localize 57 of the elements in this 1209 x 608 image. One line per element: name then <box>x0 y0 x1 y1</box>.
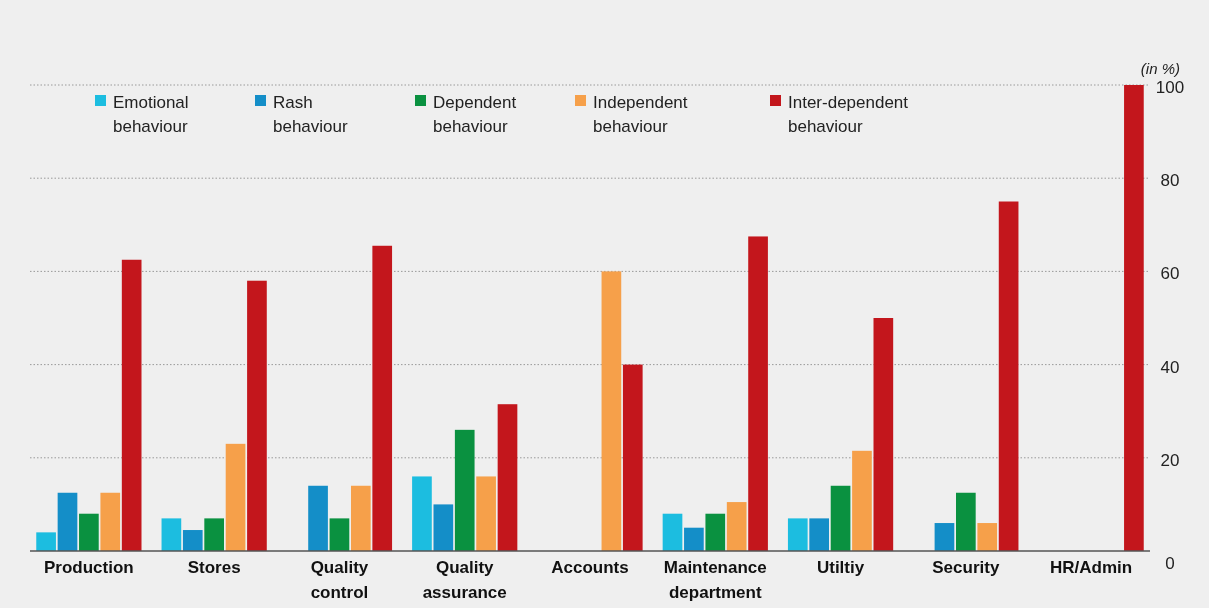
y-tick-label: 40 <box>1160 357 1180 377</box>
bar <box>204 518 224 551</box>
x-tick-label: Maintenance department <box>663 558 767 602</box>
x-tick-label: Quality control <box>310 558 369 602</box>
bar <box>79 513 99 551</box>
bar <box>476 476 496 551</box>
bar <box>350 485 371 551</box>
bar <box>873 318 894 551</box>
bar <box>977 523 998 551</box>
x-tick-label: Accounts <box>551 558 629 577</box>
legend-label: Emotional behaviour <box>113 93 189 136</box>
bar <box>225 443 246 551</box>
bar <box>433 504 454 551</box>
legend-label: Inter-dependent behaviour <box>788 93 909 136</box>
bar <box>934 523 955 551</box>
y-tick-label: 60 <box>1160 264 1180 284</box>
bar <box>412 476 432 551</box>
bar <box>809 518 830 551</box>
bar <box>705 513 726 551</box>
x-tick-label: Production <box>44 558 134 577</box>
bar <box>684 527 704 551</box>
x-tick-label: HR/Admin <box>1050 558 1133 577</box>
x-tick-label: Security <box>932 558 1000 577</box>
y-tick-label: 80 <box>1160 171 1180 191</box>
y-tick-label: 100 <box>1155 78 1185 97</box>
bar <box>57 492 78 551</box>
bar <box>998 201 1019 551</box>
bar <box>308 485 328 551</box>
bar <box>726 502 747 551</box>
bar <box>121 259 142 551</box>
bar <box>787 518 808 551</box>
bar <box>956 492 976 551</box>
y-tick-label: 0 <box>1165 554 1175 573</box>
bar <box>497 404 518 551</box>
legend-label: Independent behaviour <box>593 93 688 136</box>
legend-label: Rash behaviour <box>273 93 348 136</box>
bar <box>622 364 643 551</box>
bar <box>36 532 56 551</box>
x-tick-label: Stores <box>187 558 241 577</box>
legend-label: Dependent behaviour <box>433 93 517 136</box>
bar <box>830 485 851 551</box>
y-axis-title: (in %) <box>1140 60 1180 77</box>
x-tick-label: Quality assurance <box>422 558 507 602</box>
bar <box>1124 85 1144 551</box>
bar <box>852 450 872 551</box>
bar <box>182 530 203 551</box>
bar <box>601 271 622 551</box>
bar <box>372 245 393 551</box>
x-tick-label: Utiltiy <box>816 558 865 577</box>
bar <box>161 518 182 551</box>
bar <box>329 518 350 551</box>
bar <box>748 236 768 551</box>
y-tick-label: 20 <box>1160 450 1180 470</box>
bar <box>247 280 267 551</box>
bar <box>100 492 121 551</box>
bar <box>454 429 475 551</box>
bar <box>662 513 683 551</box>
